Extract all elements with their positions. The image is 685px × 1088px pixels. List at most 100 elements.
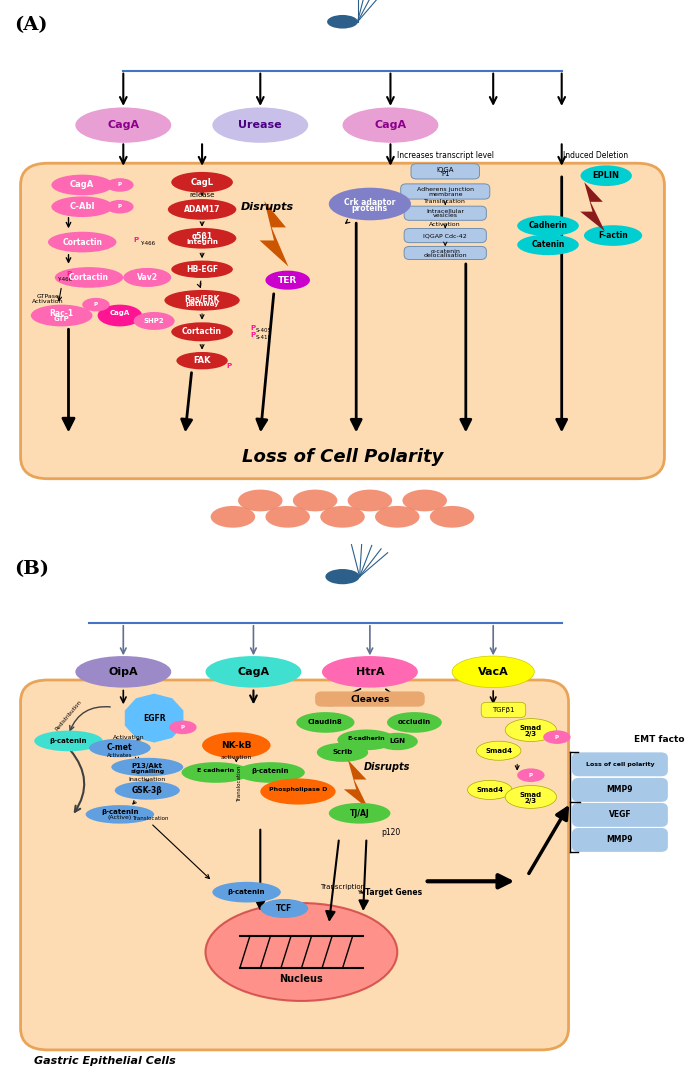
Polygon shape — [260, 201, 288, 267]
Text: Disrupts: Disrupts — [240, 201, 294, 212]
Text: Phospholipase D: Phospholipase D — [269, 788, 327, 792]
Ellipse shape — [293, 490, 337, 511]
Text: F-actin: F-actin — [598, 231, 628, 240]
Text: Nucleus: Nucleus — [279, 974, 323, 985]
Ellipse shape — [505, 719, 556, 742]
Text: EPLIN: EPLIN — [593, 171, 620, 181]
Ellipse shape — [581, 165, 632, 186]
Ellipse shape — [325, 569, 360, 584]
Text: Crk adaptor: Crk adaptor — [345, 198, 396, 207]
Text: Inactivation: Inactivation — [129, 777, 166, 781]
Text: Cortactin: Cortactin — [69, 273, 109, 282]
FancyBboxPatch shape — [572, 803, 668, 827]
Text: pathway: pathway — [185, 301, 219, 307]
Ellipse shape — [452, 656, 534, 688]
Ellipse shape — [265, 506, 310, 528]
Text: Vav2: Vav2 — [137, 273, 158, 282]
Ellipse shape — [164, 289, 240, 311]
Ellipse shape — [505, 786, 556, 808]
Text: Activation: Activation — [429, 222, 461, 226]
Ellipse shape — [322, 656, 418, 688]
Text: Urease: Urease — [238, 120, 282, 131]
Text: CagA: CagA — [108, 120, 139, 131]
Ellipse shape — [55, 268, 123, 288]
Text: SHP2: SHP2 — [144, 318, 164, 324]
Text: Translocation: Translocation — [132, 816, 169, 821]
Ellipse shape — [82, 298, 110, 311]
Text: Cadherin: Cadherin — [529, 221, 567, 231]
Ellipse shape — [236, 762, 305, 783]
Ellipse shape — [176, 353, 227, 370]
Ellipse shape — [260, 899, 308, 918]
Ellipse shape — [89, 739, 151, 757]
Text: Loss of Cell Polarity: Loss of Cell Polarity — [242, 448, 443, 466]
Text: Cleaves: Cleaves — [350, 694, 390, 704]
Ellipse shape — [171, 172, 233, 193]
Text: β-catenin: β-catenin — [50, 738, 87, 744]
Ellipse shape — [202, 732, 271, 758]
Text: MMP9: MMP9 — [607, 836, 633, 844]
Ellipse shape — [86, 805, 154, 824]
Ellipse shape — [467, 780, 512, 800]
Text: 2/3: 2/3 — [525, 798, 537, 804]
Text: Smad4: Smad4 — [476, 787, 503, 793]
Text: P: P — [94, 302, 98, 307]
Text: vesicles: vesicles — [433, 213, 458, 219]
Text: CagA: CagA — [70, 181, 95, 189]
Text: (B): (B) — [14, 560, 49, 579]
Text: CagA: CagA — [110, 310, 130, 316]
Text: activation: activation — [221, 755, 252, 761]
Ellipse shape — [584, 225, 642, 246]
Text: Activation: Activation — [113, 734, 145, 740]
Text: ADAM17: ADAM17 — [184, 205, 221, 214]
Text: release: release — [189, 191, 215, 198]
Text: CagA: CagA — [238, 667, 269, 677]
Text: MMP9: MMP9 — [607, 786, 633, 794]
Ellipse shape — [106, 178, 134, 191]
Text: GSK-3β: GSK-3β — [132, 786, 162, 795]
Ellipse shape — [348, 490, 392, 511]
Ellipse shape — [31, 305, 92, 326]
Ellipse shape — [51, 196, 113, 218]
Text: P1: P1 — [441, 171, 449, 177]
Text: GTP: GTP — [54, 317, 69, 322]
Ellipse shape — [296, 712, 355, 733]
Ellipse shape — [97, 305, 142, 326]
Ellipse shape — [517, 234, 579, 255]
Text: Rac-1: Rac-1 — [49, 309, 74, 319]
Text: Target Genes: Target Genes — [365, 888, 423, 897]
Text: C-Abl: C-Abl — [69, 202, 95, 211]
Text: Smad: Smad — [520, 726, 542, 731]
Ellipse shape — [115, 781, 179, 800]
Text: TGFβ1: TGFβ1 — [493, 707, 514, 713]
Ellipse shape — [265, 271, 310, 289]
Text: Cortactin: Cortactin — [62, 237, 102, 247]
Ellipse shape — [375, 506, 419, 528]
Ellipse shape — [327, 15, 358, 28]
Ellipse shape — [320, 506, 365, 528]
FancyBboxPatch shape — [572, 778, 668, 802]
Text: P: P — [118, 205, 122, 209]
Text: P: P — [181, 725, 185, 730]
Ellipse shape — [212, 881, 281, 903]
Text: Redistribution: Redistribution — [54, 700, 83, 731]
Text: Adherens junction: Adherens junction — [416, 187, 474, 193]
Text: Induced Deletion: Induced Deletion — [563, 150, 629, 160]
Text: P: P — [118, 183, 122, 187]
Ellipse shape — [260, 779, 336, 805]
Text: Transcription: Transcription — [320, 883, 365, 890]
Text: NK-kB: NK-kB — [221, 741, 251, 750]
Ellipse shape — [402, 490, 447, 511]
Text: VacA: VacA — [478, 667, 508, 677]
Text: α-catenin: α-catenin — [430, 249, 460, 254]
Ellipse shape — [477, 741, 521, 761]
Text: TCF: TCF — [276, 904, 292, 913]
Text: Gastric Epithelial Cells: Gastric Epithelial Cells — [34, 1056, 176, 1066]
Text: Smad: Smad — [520, 792, 542, 799]
Text: P: P — [226, 362, 231, 369]
Text: E-cadherin: E-cadherin — [348, 735, 385, 741]
Ellipse shape — [517, 768, 545, 782]
Text: IQGAP Cdc-42: IQGAP Cdc-42 — [423, 233, 467, 238]
Text: LGN: LGN — [389, 739, 406, 744]
Ellipse shape — [111, 757, 184, 777]
